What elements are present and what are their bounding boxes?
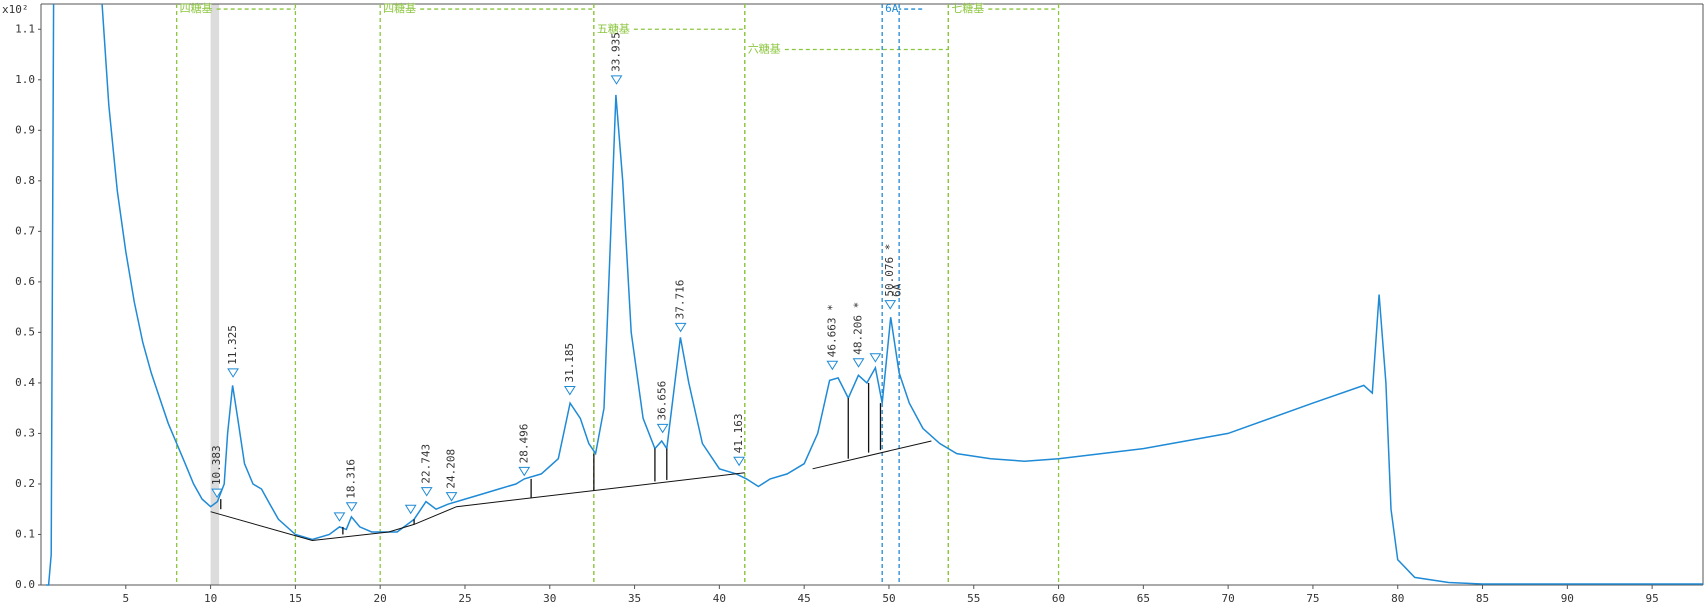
peak-label: 37.716 <box>674 280 687 320</box>
peak-marker <box>656 423 669 434</box>
peak-marker <box>674 322 687 333</box>
trace-line <box>46 4 1703 586</box>
x-tick-label: 75 <box>1306 592 1319 605</box>
peak-marker <box>345 502 358 512</box>
peak-label: 36.656 <box>656 381 669 421</box>
peak-marker <box>211 488 223 499</box>
group-label: 六糖基 <box>748 41 781 55</box>
y-tick-label: 0.4 <box>15 376 35 389</box>
y-tick-label: 0.3 <box>15 426 35 439</box>
x-tick-label: 40 <box>713 592 726 605</box>
y-tick-label: 0.8 <box>15 174 35 187</box>
peak-label: 50.076 * <box>883 244 896 297</box>
x-tick-label: 15 <box>289 592 302 605</box>
peak-marker <box>563 386 576 396</box>
x-tick-label: 45 <box>798 592 811 605</box>
peak-marker <box>610 75 623 85</box>
peak-label: 41.163 <box>732 414 745 454</box>
x-tick-label: 30 <box>543 592 556 605</box>
peak-marker <box>518 466 531 477</box>
peak-label: 33.935 <box>610 32 623 72</box>
x-tick-label: 80 <box>1391 592 1404 605</box>
peak-label: 31.185 <box>563 343 576 383</box>
highlight-band <box>210 4 220 585</box>
y-tick-label: 1.1 <box>15 22 35 35</box>
y-tick-label: 0.2 <box>15 477 35 490</box>
group-label: 四糖基 <box>383 1 416 15</box>
x-tick-label: 65 <box>1137 592 1150 605</box>
y-tick-label: 0.5 <box>15 325 35 338</box>
peak-marker <box>227 368 239 378</box>
y-tick-label: 0.9 <box>15 123 35 136</box>
peak-marker <box>333 512 346 522</box>
x-tick-label: 20 <box>374 592 387 605</box>
peak-label: 22.743 <box>420 444 433 484</box>
peak-marker <box>404 504 417 515</box>
integration-baseline <box>210 472 745 542</box>
x-tick-label: 25 <box>458 592 471 605</box>
peak-label: 28.496 <box>517 424 530 464</box>
peak-label: 10.383 <box>210 445 223 485</box>
group-label: 6A <box>885 2 899 15</box>
peak-label: 46.663 * <box>825 304 838 357</box>
peak-label: 48.206 * <box>852 302 865 355</box>
x-tick-label: 70 <box>1222 592 1235 605</box>
peak-label: 24.208 <box>445 449 458 489</box>
y-tick-label: 0.0 <box>15 578 35 591</box>
x-tick-label: 35 <box>628 592 641 605</box>
peak-annotation: 6A <box>890 283 903 297</box>
peak-marker <box>826 360 839 371</box>
x-tick-label: 90 <box>1561 592 1574 605</box>
y-tick-label: 0.7 <box>15 224 35 237</box>
group-label: 五糖基 <box>597 21 630 35</box>
y-tick-label: 0.1 <box>15 527 35 540</box>
integration-baseline <box>812 440 932 470</box>
y-tick-label: 1.0 <box>15 73 35 86</box>
peak-marker <box>852 358 865 368</box>
x-tick-label: 5 <box>122 592 129 605</box>
y-tick-label: 0.6 <box>15 275 35 288</box>
y-scale-label: x10² <box>2 3 29 16</box>
x-tick-label: 50 <box>882 592 895 605</box>
peak-marker <box>869 353 882 363</box>
peak-label: 11.325 <box>226 325 239 365</box>
peak-label: 18.316 <box>345 459 358 499</box>
x-tick-label: 10 <box>204 592 217 605</box>
peak-marker <box>445 492 458 502</box>
group-label: 七糖基 <box>951 1 984 15</box>
peak-marker <box>420 487 433 497</box>
peak-marker <box>884 300 897 310</box>
x-tick-label: 60 <box>1052 592 1065 605</box>
trace-group <box>46 4 1703 586</box>
x-tick-label: 95 <box>1645 592 1658 605</box>
x-tick-label: 55 <box>967 592 980 605</box>
x-tick-label: 85 <box>1476 592 1489 605</box>
group-label: 四糖基 <box>180 1 213 15</box>
peak-marker <box>733 456 745 467</box>
